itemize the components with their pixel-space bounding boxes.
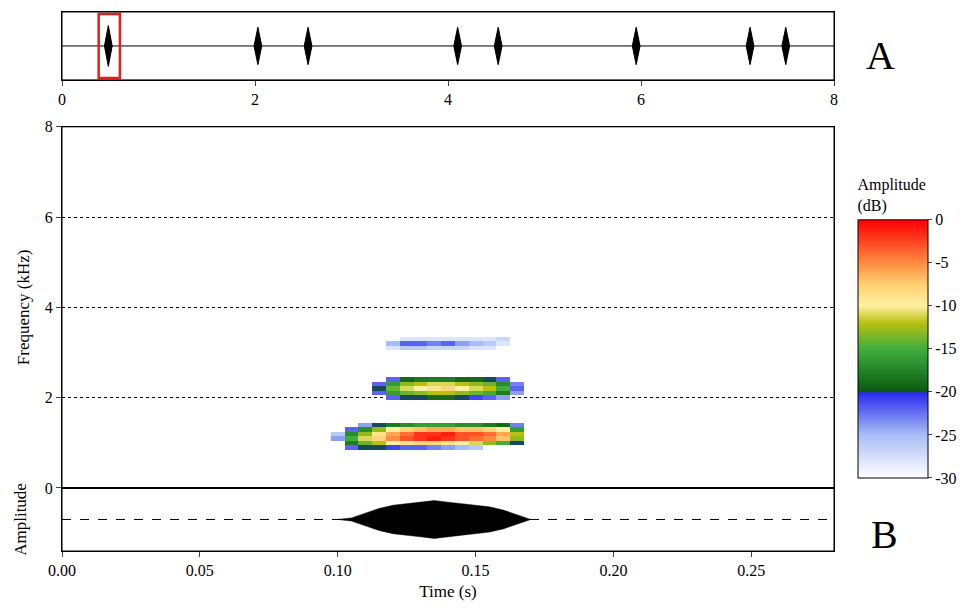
svg-text:B: B	[871, 512, 898, 557]
svg-text:4: 4	[444, 91, 452, 108]
svg-text:0.05: 0.05	[186, 562, 214, 579]
svg-text:Amplitude: Amplitude	[11, 483, 30, 556]
svg-text:-5: -5	[935, 254, 948, 271]
svg-text:2: 2	[45, 389, 53, 406]
svg-text:8: 8	[45, 118, 53, 135]
svg-text:0: 0	[935, 211, 943, 228]
svg-text:-25: -25	[935, 427, 956, 444]
svg-text:2: 2	[251, 91, 259, 108]
svg-text:0.10: 0.10	[324, 562, 352, 579]
svg-text:-15: -15	[935, 340, 956, 357]
svg-text:Frequency (kHz): Frequency (kHz)	[14, 250, 33, 366]
svg-text:0.25: 0.25	[737, 562, 765, 579]
svg-text:6: 6	[637, 91, 645, 108]
svg-text:0.20: 0.20	[599, 562, 627, 579]
svg-text:0.15: 0.15	[462, 562, 490, 579]
svg-text:0: 0	[58, 91, 66, 108]
svg-text:-30: -30	[935, 470, 956, 487]
svg-text:0: 0	[45, 480, 53, 497]
svg-text:0.00: 0.00	[48, 562, 76, 579]
svg-text:-10: -10	[935, 297, 956, 314]
svg-text:-20: -20	[935, 383, 956, 400]
svg-text:4: 4	[45, 299, 53, 316]
svg-text:8: 8	[830, 91, 838, 108]
svg-text:Amplitude(dB): Amplitude(dB)	[857, 176, 925, 215]
svg-text:6: 6	[45, 209, 53, 226]
svg-text:Time (s): Time (s)	[419, 582, 476, 601]
svg-text:A: A	[866, 33, 895, 78]
